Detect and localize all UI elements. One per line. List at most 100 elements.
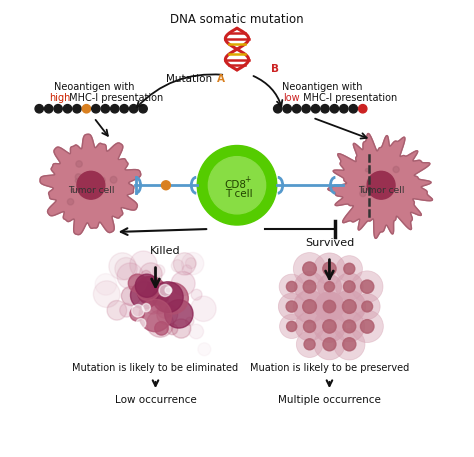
Circle shape: [97, 186, 100, 189]
Circle shape: [358, 105, 367, 113]
Circle shape: [367, 171, 395, 199]
Circle shape: [173, 253, 196, 275]
Circle shape: [393, 166, 399, 173]
Circle shape: [360, 186, 367, 192]
Circle shape: [333, 290, 366, 323]
Circle shape: [283, 105, 292, 113]
Circle shape: [303, 320, 316, 333]
Circle shape: [172, 319, 191, 338]
Circle shape: [287, 321, 297, 331]
Circle shape: [130, 307, 144, 321]
Circle shape: [317, 275, 342, 299]
Circle shape: [313, 310, 346, 342]
Circle shape: [351, 310, 383, 343]
Circle shape: [157, 303, 173, 318]
Text: Neoantigen with: Neoantigen with: [282, 82, 363, 92]
Circle shape: [101, 105, 109, 113]
Circle shape: [314, 253, 345, 285]
Circle shape: [303, 300, 317, 314]
Circle shape: [340, 105, 348, 113]
Circle shape: [336, 273, 363, 300]
Circle shape: [286, 282, 297, 292]
Circle shape: [128, 274, 146, 292]
Circle shape: [137, 276, 165, 305]
Circle shape: [67, 199, 73, 205]
Circle shape: [273, 105, 282, 113]
Circle shape: [130, 251, 157, 278]
Circle shape: [71, 189, 74, 192]
Circle shape: [280, 314, 304, 339]
Circle shape: [95, 274, 117, 295]
Circle shape: [334, 311, 365, 342]
Circle shape: [167, 324, 178, 335]
Circle shape: [278, 293, 305, 320]
Circle shape: [304, 339, 315, 350]
Circle shape: [296, 331, 323, 357]
Circle shape: [314, 329, 345, 360]
Circle shape: [343, 338, 356, 351]
Circle shape: [293, 253, 326, 285]
Circle shape: [139, 299, 172, 332]
Circle shape: [136, 276, 160, 300]
Circle shape: [351, 271, 383, 303]
Circle shape: [35, 105, 44, 113]
Text: MHC-I presentation: MHC-I presentation: [66, 93, 164, 103]
Circle shape: [286, 301, 297, 312]
Circle shape: [93, 281, 120, 308]
Circle shape: [323, 300, 336, 313]
Circle shape: [120, 303, 134, 317]
Text: MHC-I presentation: MHC-I presentation: [300, 93, 397, 103]
Circle shape: [344, 281, 355, 292]
Circle shape: [295, 312, 324, 341]
Text: Muation is likely to be preserved: Muation is likely to be preserved: [250, 363, 409, 373]
Circle shape: [132, 304, 144, 317]
Circle shape: [145, 298, 161, 314]
Circle shape: [311, 105, 319, 113]
Circle shape: [209, 157, 265, 214]
Circle shape: [162, 181, 171, 190]
Circle shape: [109, 253, 136, 280]
Circle shape: [197, 145, 277, 225]
Circle shape: [121, 287, 140, 306]
Circle shape: [135, 274, 158, 298]
Text: Tumor cell: Tumor cell: [358, 186, 404, 195]
Circle shape: [139, 263, 162, 285]
Circle shape: [321, 105, 329, 113]
Circle shape: [99, 177, 105, 183]
Circle shape: [91, 105, 100, 113]
Circle shape: [342, 300, 356, 314]
Circle shape: [361, 280, 374, 293]
Circle shape: [129, 105, 138, 113]
Text: +: +: [244, 175, 250, 184]
Text: Low occurrence: Low occurrence: [115, 395, 196, 405]
Circle shape: [54, 105, 62, 113]
Circle shape: [344, 263, 355, 274]
Circle shape: [367, 179, 374, 186]
Circle shape: [330, 105, 338, 113]
Circle shape: [159, 284, 171, 297]
Circle shape: [130, 282, 158, 309]
Circle shape: [323, 338, 336, 351]
Circle shape: [107, 301, 127, 320]
Circle shape: [117, 263, 143, 289]
Circle shape: [164, 300, 193, 328]
Circle shape: [110, 176, 117, 183]
Circle shape: [185, 258, 196, 269]
Text: Mutation: Mutation: [166, 74, 215, 84]
Circle shape: [191, 289, 202, 300]
Text: CD8: CD8: [224, 180, 246, 190]
Circle shape: [292, 105, 301, 113]
Text: Multiple occurrence: Multiple occurrence: [278, 395, 381, 405]
Circle shape: [279, 274, 304, 299]
Circle shape: [294, 271, 325, 302]
Circle shape: [343, 320, 356, 333]
Circle shape: [198, 343, 211, 356]
Circle shape: [146, 281, 170, 305]
Polygon shape: [40, 134, 141, 234]
Circle shape: [324, 282, 335, 292]
Circle shape: [157, 304, 178, 325]
Text: high: high: [49, 93, 71, 103]
Circle shape: [323, 320, 336, 333]
Text: Survived: Survived: [305, 238, 354, 248]
Circle shape: [136, 319, 146, 328]
